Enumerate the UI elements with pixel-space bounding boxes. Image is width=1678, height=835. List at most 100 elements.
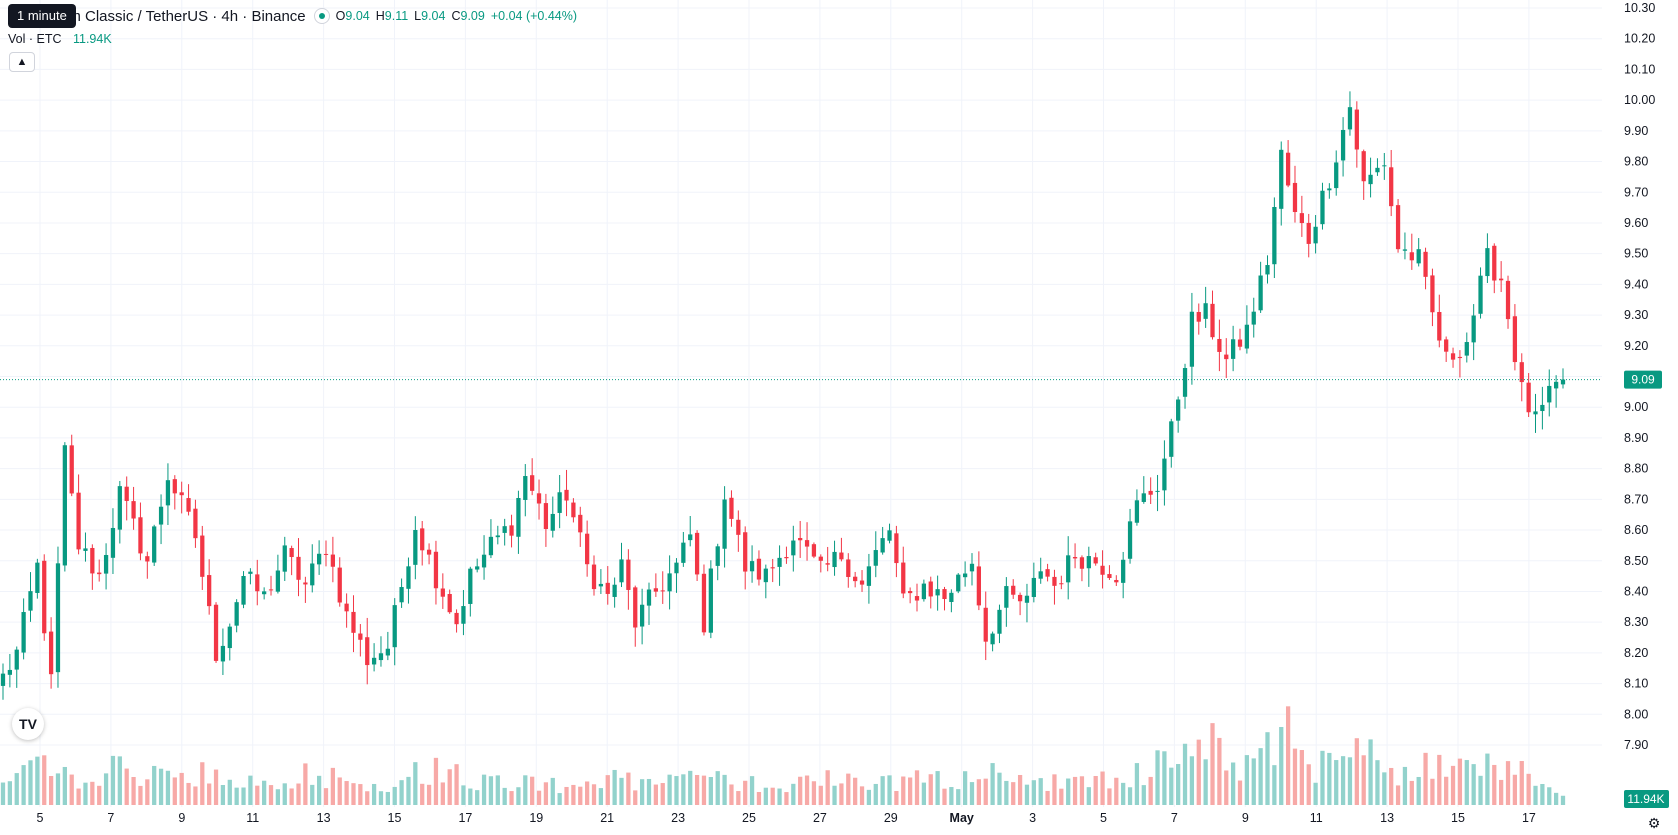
candle-body — [447, 594, 452, 613]
candle-body — [1340, 129, 1346, 161]
candle-body — [1017, 594, 1023, 602]
volume-bar — [392, 786, 397, 805]
volume-bar — [1107, 788, 1112, 805]
candle-body — [839, 552, 844, 560]
market-status-icon[interactable] — [313, 8, 330, 24]
candle-body — [894, 533, 899, 564]
candle-body — [784, 557, 789, 559]
candle-body — [282, 545, 287, 572]
volume-bar — [1162, 751, 1167, 805]
candle-body — [1375, 167, 1380, 173]
volume-bar — [585, 781, 590, 805]
volume-bar — [1361, 755, 1366, 805]
candle-body — [131, 501, 136, 519]
candle-body — [1224, 354, 1229, 360]
candle-body — [69, 445, 74, 494]
price-axis-tick: 8.00 — [1624, 707, 1648, 721]
symbol-title[interactable]: um Classic / TetherUS · 4h · Binance — [60, 7, 306, 25]
volume-bar — [811, 781, 817, 805]
interval-tooltip: 1 minute — [8, 4, 76, 28]
candle-body — [0, 673, 6, 686]
volume-bar — [1169, 767, 1174, 805]
candle-body — [55, 563, 61, 673]
volume-bar — [1066, 778, 1071, 805]
time-axis-tick: 17 — [458, 811, 472, 825]
candle-body — [426, 549, 432, 555]
candle-body — [158, 506, 164, 525]
volume-bar — [1127, 787, 1133, 805]
candle-body — [639, 604, 645, 627]
time-axis[interactable]: 5 7 9 11 13 15 17 19 21 23 25 27 29 May 3 5 7 9 11 13 15 17 — [37, 811, 1536, 825]
candle-body — [509, 525, 514, 536]
time-axis-tick: 13 — [1380, 811, 1394, 825]
candle-body — [227, 626, 232, 649]
volume-bar — [605, 775, 610, 805]
price-axis-tick: 7.90 — [1624, 738, 1648, 752]
volume-bar — [859, 786, 865, 805]
volume-bar — [468, 788, 473, 805]
volume-bar — [956, 789, 961, 805]
candle-body — [1011, 585, 1016, 595]
volume-bar — [97, 785, 102, 805]
volume-bar — [179, 772, 184, 805]
volume-bar — [908, 777, 913, 805]
collapse-legend-button[interactable]: ▲ — [9, 52, 35, 72]
time-axis-tick: 29 — [884, 811, 898, 825]
volume-bar — [35, 756, 40, 805]
volume-bar — [798, 776, 803, 805]
candle-body — [303, 582, 308, 585]
tradingview-logo-icon[interactable]: TV — [12, 708, 44, 740]
candle-body — [1444, 339, 1449, 352]
gear-icon[interactable]: ⚙ — [1647, 815, 1661, 831]
volume-bar — [1553, 792, 1559, 805]
volume-bar — [76, 788, 81, 805]
volume-bar — [1004, 780, 1009, 805]
candle-body — [1382, 165, 1387, 167]
volume-bar — [1444, 776, 1449, 805]
candle-body — [117, 486, 122, 530]
candle-body — [1512, 316, 1518, 363]
candle-body — [330, 554, 335, 567]
candle-body — [1045, 569, 1050, 577]
candle-body — [1285, 152, 1291, 186]
candle-body — [880, 538, 885, 553]
volume-bar — [1141, 785, 1146, 805]
candle-body — [83, 548, 88, 551]
volume-bar — [1285, 706, 1291, 805]
volume-bar — [1505, 761, 1511, 805]
volume-bar — [330, 767, 335, 805]
candle-body — [502, 526, 507, 533]
candle-body — [179, 492, 184, 496]
candle-body — [1492, 245, 1497, 281]
candle-body — [818, 556, 823, 561]
volume-bar — [1306, 764, 1311, 805]
ohlc-high-value: 9.11 — [384, 9, 409, 23]
volume-bar — [42, 755, 47, 805]
volume-bar — [220, 785, 226, 805]
volume-bar — [1327, 752, 1332, 805]
candle-body — [220, 645, 226, 662]
candle-body — [28, 591, 33, 611]
volume-bar — [1079, 776, 1085, 805]
candle-body — [619, 559, 624, 583]
volume-bar — [138, 785, 143, 805]
candle-body — [193, 508, 198, 539]
candle-body — [962, 573, 968, 578]
volume-label[interactable]: Vol · ETC — [8, 32, 62, 46]
volume-bar — [1237, 780, 1243, 805]
candle-body — [481, 554, 487, 568]
volume-bar — [268, 785, 274, 805]
candle-body — [110, 527, 116, 558]
volume-bar — [942, 788, 947, 805]
candle-body — [646, 589, 652, 606]
price-axis[interactable]: 10.30 10.20 10.10 10.00 9.90 9.80 9.70 9.60 9.50… — [1624, 1, 1669, 808]
volume-value: 11.94K — [72, 32, 112, 46]
volume-bars — [0, 706, 1566, 805]
volume-bar — [1100, 771, 1105, 805]
candle-body — [873, 550, 878, 566]
time-axis-tick: 3 — [1029, 811, 1036, 825]
volume-bar — [1031, 780, 1036, 805]
price-axis-tick: 9.20 — [1624, 339, 1648, 353]
volume-bar — [646, 778, 652, 805]
